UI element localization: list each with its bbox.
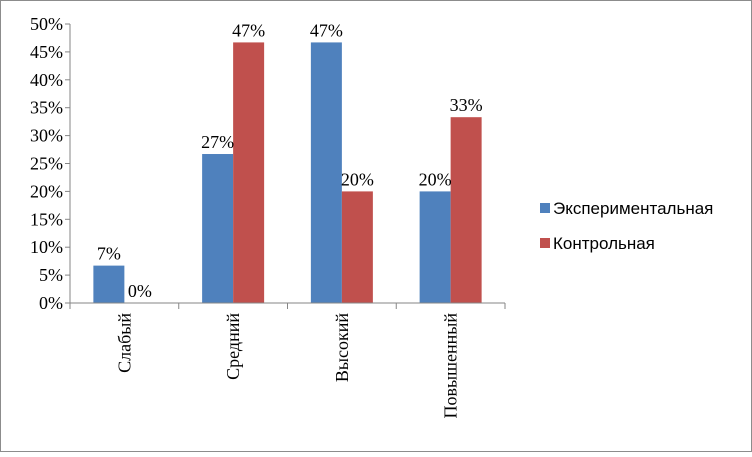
y-tick-label: 50% [30,14,63,34]
bar [419,191,451,303]
bars [93,42,482,303]
bar [310,42,342,303]
bar [233,42,265,303]
category-label: Средний [223,313,243,380]
data-label: 20% [419,169,452,189]
category-label: Высокий [332,313,352,382]
data-labels: 7% 27% 47% 20% 0% 47% 20% 33% [97,20,483,301]
y-tick-label: 5% [39,265,63,285]
axes [69,24,506,309]
y-tick-label: 10% [30,237,63,257]
data-label: 33% [450,95,483,115]
legend: Экспериментальная Контрольная [540,199,713,253]
data-label: 7% [97,244,121,264]
bar [450,117,482,303]
data-label: 20% [341,169,374,189]
y-tick-label: 20% [30,181,63,201]
legend-swatch [540,203,550,213]
y-tick-label: 45% [30,42,63,62]
bar [202,154,234,303]
data-label: 27% [201,132,234,152]
y-tick-label: 0% [39,293,63,313]
y-tick-label: 35% [30,98,63,118]
category-label: Повышенный [441,313,461,419]
y-tick-label: 40% [30,70,63,90]
legend-label: Экспериментальная [553,199,713,218]
x-axis-labels: Слабый Средний Высокий Повышенный [114,313,460,419]
y-axis: 0% 5% 10% 15% 20% 25% 30% 35% 40% 45% 50% [30,14,70,313]
legend-label: Контрольная [553,234,655,253]
bar [93,265,125,303]
y-tick-label: 25% [30,154,63,174]
data-label: 0% [128,281,152,301]
y-tick-label: 15% [30,209,63,229]
bar [341,191,373,303]
legend-swatch [540,238,550,248]
data-label: 47% [310,20,343,40]
category-label: Слабый [114,313,134,373]
data-label: 47% [232,20,265,40]
y-tick-label: 30% [30,126,63,146]
